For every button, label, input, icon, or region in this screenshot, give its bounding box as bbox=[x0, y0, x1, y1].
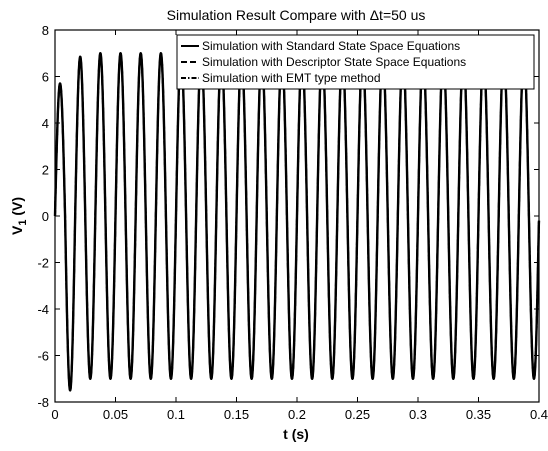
x-tick-label: 0.35 bbox=[466, 407, 491, 422]
x-tick-label: 0.1 bbox=[167, 407, 185, 422]
x-axis-label: t (s) bbox=[283, 426, 309, 442]
legend-entry-descriptor: Simulation with Descriptor State Space E… bbox=[202, 55, 466, 69]
legend: Simulation with Standard State Space Equ… bbox=[176, 34, 535, 90]
x-tick-label: 0.05 bbox=[103, 407, 128, 422]
y-axis-label: V1 (V) bbox=[9, 197, 29, 235]
legend-box bbox=[176, 34, 535, 90]
y-tick-label: 6 bbox=[42, 70, 49, 85]
y-tick-label: 0 bbox=[42, 209, 49, 224]
y-tick-label: 2 bbox=[42, 163, 49, 178]
y-axis-label-unit: (V) bbox=[9, 197, 25, 220]
x-tick-label: 0 bbox=[51, 407, 58, 422]
x-tick-label: 0.4 bbox=[530, 407, 548, 422]
x-tick-label: 0.15 bbox=[224, 407, 249, 422]
series-line-dashdot bbox=[54, 52, 540, 392]
y-tick-label: 8 bbox=[42, 23, 49, 38]
x-tick-label: 0.3 bbox=[409, 407, 427, 422]
x-tick-label: 0.2 bbox=[288, 407, 306, 422]
y-tick-label: -2 bbox=[37, 256, 49, 271]
y-axis-label-subscript: 1 bbox=[17, 220, 29, 226]
y-tick-label: -8 bbox=[37, 395, 49, 410]
y-tick-label: 4 bbox=[42, 116, 49, 131]
y-axis-label-main: V bbox=[9, 225, 25, 235]
x-axis-ticks: 0 0.05 0.1 0.15 0.2 0.25 0.3 0.35 0.4 bbox=[51, 30, 548, 422]
y-tick-label: -4 bbox=[37, 302, 49, 317]
legend-entry-standard: Simulation with Standard State Space Equ… bbox=[202, 39, 460, 53]
legend-entry-emt: Simulation with EMT type method bbox=[202, 71, 381, 85]
y-axis-ticks: 8 6 4 2 0 -2 -4 -6 -8 bbox=[37, 23, 539, 410]
y-tick-label: -6 bbox=[37, 349, 49, 364]
chart-title: Simulation Result Compare with Δt=50 us bbox=[167, 7, 426, 23]
x-tick-label: 0.25 bbox=[345, 407, 370, 422]
plot-lines bbox=[53, 52, 541, 392]
